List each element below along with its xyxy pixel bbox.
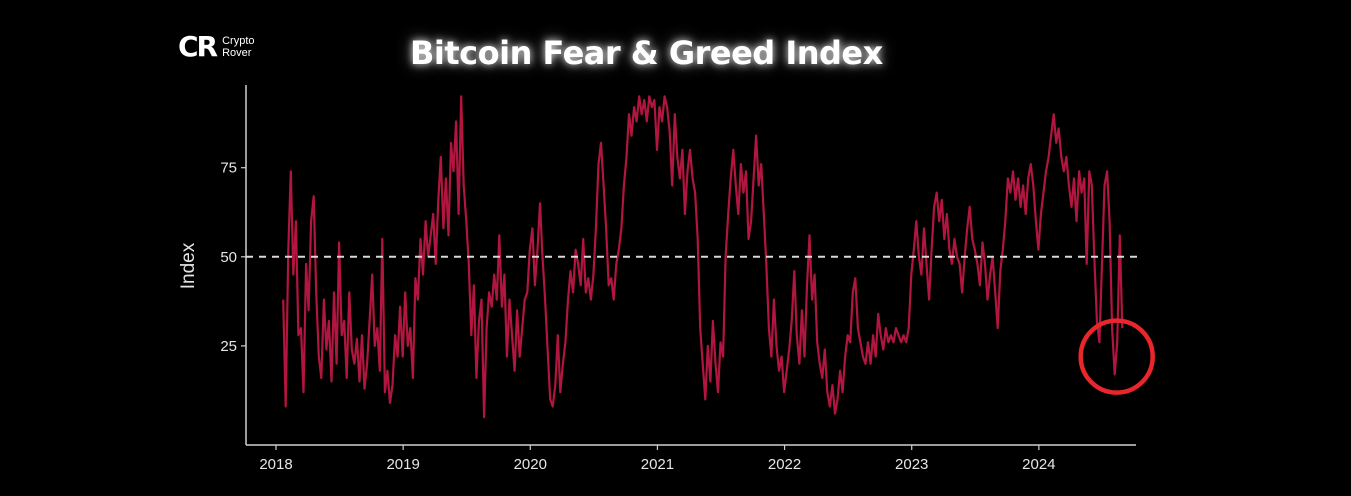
series-line xyxy=(282,95,1124,419)
y-tick-label: 75 xyxy=(220,160,237,177)
x-tick-label: 2023 xyxy=(895,456,928,473)
chart-title: Bitcoin Fear & Greed Index xyxy=(410,34,883,72)
x-ticks: 2018 2019 2020 2021 2022 2023 2024 xyxy=(259,445,1056,473)
x-tick-label: 2018 xyxy=(259,456,292,473)
highlight-circle xyxy=(1078,318,1155,395)
y-tick-label: 25 xyxy=(220,338,237,355)
x-tick-label: 2021 xyxy=(641,456,674,473)
x-tick-label: 2022 xyxy=(768,456,801,473)
axes xyxy=(245,85,1136,446)
logo-line-2: Rover xyxy=(222,47,252,59)
series-group xyxy=(282,95,1124,419)
logo-line-1: Crypto xyxy=(222,35,255,47)
y-axis-title: Index xyxy=(178,242,199,289)
y-tick-label: 50 xyxy=(220,249,237,266)
logo-text: Crypto Rover xyxy=(222,35,254,59)
x-tick-label: 2019 xyxy=(386,456,419,473)
y-ticks: 25 50 75 xyxy=(220,160,246,355)
logo-mark-icon: CR xyxy=(178,30,218,63)
crypto-rover-logo: CR Crypto Rover xyxy=(178,33,255,61)
x-tick-label: 2024 xyxy=(1022,456,1055,473)
x-tick-label: 2020 xyxy=(514,456,547,473)
